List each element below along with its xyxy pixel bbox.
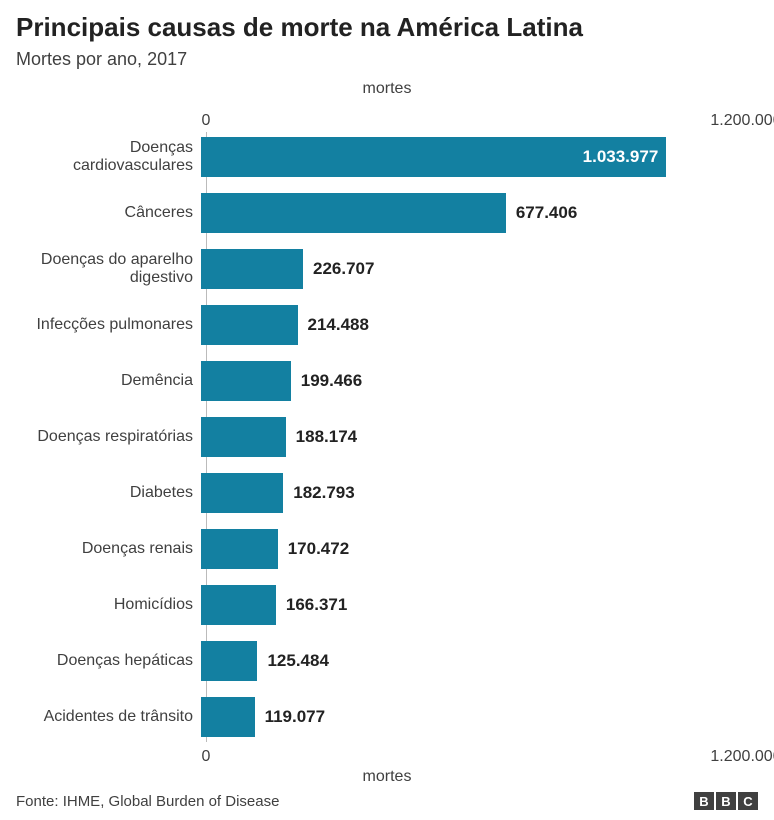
bar-track: 677.406: [201, 193, 741, 233]
bar-label: Doenças cardiovasculares: [16, 139, 201, 176]
bar-track: 170.472: [201, 529, 741, 569]
bar: [201, 585, 276, 625]
bar-value: 199.466: [301, 371, 362, 391]
bar-row: Acidentes de trânsito 119.077: [16, 692, 758, 742]
axis-tick-min-top: 0: [202, 112, 211, 130]
bars: Doenças cardiovasculares 1.033.977 Câncere…: [16, 132, 758, 742]
chart-subtitle: Mortes por ano, 2017: [16, 49, 758, 70]
bar-track: 214.488: [201, 305, 741, 345]
chart-title: Principais causas de morte na América La…: [16, 12, 758, 43]
axis-center-label-top: mortes: [363, 80, 412, 98]
bar-label: Doenças renais: [16, 540, 201, 558]
bar-track: 226.707: [201, 249, 741, 289]
bar-row: Homicídios 166.371: [16, 580, 758, 630]
bar-value: 125.484: [267, 651, 328, 671]
bar: [201, 361, 291, 401]
bar-row: Infecções pulmonares 214.488: [16, 300, 758, 350]
bar-track: 182.793: [201, 473, 741, 513]
axis-tick-max-bottom: 1.200.000: [710, 748, 774, 766]
bar-label: Cânceres: [16, 204, 201, 222]
bar-label: Diabetes: [16, 484, 201, 502]
bar-label: Doenças respiratórias: [16, 428, 201, 446]
bar-row: Demência 199.466: [16, 356, 758, 406]
bar-track: 199.466: [201, 361, 741, 401]
footer: Fonte: IHME, Global Burden of Disease B …: [16, 792, 758, 810]
bar-value: 1.033.977: [583, 147, 659, 167]
bar-row: Cânceres 677.406: [16, 188, 758, 238]
axis-tick-min-bottom: 0: [202, 748, 211, 766]
bar: 1.033.977: [201, 137, 666, 177]
bar: [201, 473, 283, 513]
bar-label: Acidentes de trânsito: [16, 708, 201, 726]
bbc-logo-letter: C: [738, 792, 758, 810]
bar-track: 188.174: [201, 417, 741, 457]
axis-label-top: mortes: [16, 80, 758, 112]
bar-row: Doenças renais 170.472: [16, 524, 758, 574]
bar: [201, 305, 298, 345]
bar-track: 166.371: [201, 585, 741, 625]
bar: [201, 529, 278, 569]
bar-row: Doenças cardiovasculares 1.033.977: [16, 132, 758, 182]
bar-label: Doenças hepáticas: [16, 652, 201, 670]
bar: [201, 417, 286, 457]
source-text: Fonte: IHME, Global Burden of Disease: [16, 793, 279, 810]
bar-value: 226.707: [313, 259, 374, 279]
axis-tick-row-top: 0 1.200.000: [206, 112, 746, 132]
bar: [201, 193, 506, 233]
bar-track: 1.033.977: [201, 137, 741, 177]
bar-track: 125.484: [201, 641, 741, 681]
bar-row: Doenças hepáticas 125.484: [16, 636, 758, 686]
bar-value: 677.406: [516, 203, 577, 223]
bar-value: 188.174: [296, 427, 357, 447]
bar-label: Doenças do aparelho digestivo: [16, 251, 201, 288]
bar-row: Doenças do aparelho digestivo 226.707: [16, 244, 758, 294]
bar-row: Diabetes 182.793: [16, 468, 758, 518]
bar-value: 166.371: [286, 595, 347, 615]
bbc-logo-letter: B: [694, 792, 714, 810]
bar-label: Infecções pulmonares: [16, 316, 201, 334]
axis-tick-row-bottom: 0 1.200.000: [206, 748, 746, 768]
bar: [201, 641, 257, 681]
bar-row: Doenças respiratórias 188.174: [16, 412, 758, 462]
bar-value: 214.488: [308, 315, 369, 335]
chart-container: Principais causas de morte na América La…: [0, 0, 774, 800]
bbc-logo-letter: B: [716, 792, 736, 810]
bar-value: 170.472: [288, 539, 349, 559]
axis-center-label-bottom: mortes: [363, 768, 412, 786]
bar-label: Demência: [16, 372, 201, 390]
bar-value: 119.077: [265, 707, 326, 727]
bars-wrap: Doenças cardiovasculares 1.033.977 Câncere…: [16, 132, 758, 742]
bar: [201, 697, 255, 737]
bar: [201, 249, 303, 289]
bar-value: 182.793: [293, 483, 354, 503]
bar-track: 119.077: [201, 697, 741, 737]
bbc-logo: B B C: [694, 792, 758, 810]
bar-label: Homicídios: [16, 596, 201, 614]
axis-tick-max-top: 1.200.000: [710, 112, 774, 130]
